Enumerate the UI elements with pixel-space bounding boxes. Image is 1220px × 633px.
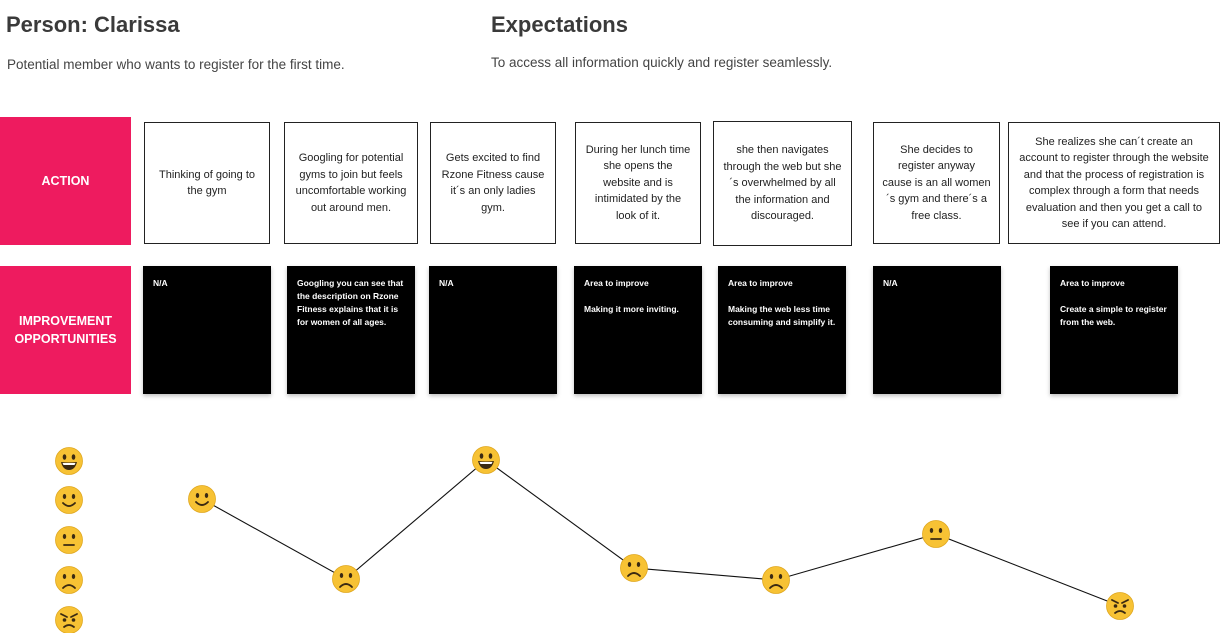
action-card: Googling for potential gyms to join but … <box>284 122 418 244</box>
angry-face-icon <box>55 606 83 633</box>
improvement-heading: N/A <box>439 278 454 288</box>
action-lane-label-text: ACTION <box>41 174 90 188</box>
sad-face-icon <box>762 566 790 594</box>
improvement-body: Create a simple to register from the web… <box>1060 304 1167 327</box>
improvement-body: Making it more inviting. <box>584 304 679 314</box>
improvement-lane-label-line2: OPPORTUNITIES <box>14 332 117 346</box>
expectations-description: To access all information quickly and re… <box>491 55 833 70</box>
improvement-heading: N/A <box>153 278 168 288</box>
action-card-text: Gets excited to find Rzone Fitness cause… <box>441 152 545 214</box>
improvement-card: Area to improve Making the web less time… <box>718 266 846 394</box>
action-card-text: She decides to register anyway cause is … <box>882 143 991 222</box>
action-card: she then navigates through the web but s… <box>713 121 852 246</box>
action-card: Gets excited to find Rzone Fitness cause… <box>430 122 556 244</box>
action-card-text: She realizes she can´t create an account… <box>1019 135 1209 231</box>
action-card-text: Googling for potential gyms to join but … <box>295 152 407 214</box>
sad-face-icon <box>620 554 648 582</box>
happy-face-icon <box>55 486 83 514</box>
action-card: She decides to register anyway cause is … <box>873 122 1000 244</box>
very-happy-face-icon <box>55 447 83 475</box>
expectations-title: Expectations <box>491 12 628 37</box>
happy-face-icon <box>188 485 216 513</box>
improvement-heading: Area to improve <box>728 278 793 288</box>
improvement-card: N/A <box>143 266 271 394</box>
persona-title: Person: Clarissa <box>6 12 180 37</box>
action-card: During her lunch time she opens the webs… <box>575 122 701 244</box>
action-card-text: she then navigates through the web but s… <box>723 144 842 223</box>
improvement-heading: N/A <box>883 278 898 288</box>
action-lane-label: ACTION <box>0 117 131 245</box>
action-card: She realizes she can´t create an account… <box>1008 122 1220 244</box>
action-card-text: Thinking of going to the gym <box>158 168 255 198</box>
improvement-lane-label: IMPROVEMENT OPPORTUNITIES <box>0 266 131 394</box>
improvement-card: Googling you can see that the descriptio… <box>287 266 415 394</box>
neutral-face-icon <box>922 520 950 548</box>
improvement-lane-label-line1: IMPROVEMENT <box>18 314 113 328</box>
improvement-heading: Area to improve <box>1060 278 1125 288</box>
angry-face-icon <box>1106 592 1134 620</box>
improvement-card: N/A <box>873 266 1001 394</box>
very-happy-face-icon <box>472 446 500 474</box>
improvement-body: Making the web less time consuming and s… <box>728 304 836 327</box>
improvement-card: Area to improve Create a simple to regis… <box>1050 266 1178 394</box>
persona-description: Potential member who wants to register f… <box>7 57 345 72</box>
improvement-card: Area to improve Making it more inviting. <box>574 266 702 394</box>
sad-face-icon <box>55 566 83 594</box>
neutral-face-icon <box>55 526 83 554</box>
sad-face-icon <box>332 565 360 593</box>
action-card: Thinking of going to the gym <box>144 122 270 244</box>
improvement-heading: Area to improve <box>584 278 649 288</box>
action-card-text: During her lunch time she opens the webs… <box>585 143 691 222</box>
improvement-heading: Googling you can see that the descriptio… <box>297 278 404 327</box>
improvement-card: N/A <box>429 266 557 394</box>
